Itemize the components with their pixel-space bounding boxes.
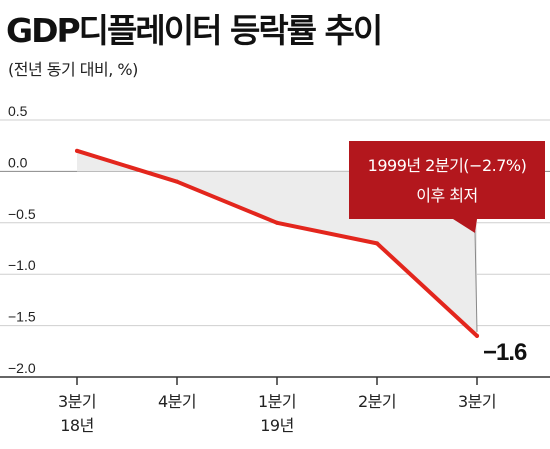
- callout-background: [349, 141, 545, 219]
- x-tick-label: 3분기: [58, 392, 96, 411]
- data-point: [375, 241, 379, 246]
- callout-tail: [453, 219, 477, 233]
- chart-title: GDP디플레이터 등락률 추이: [6, 11, 383, 50]
- callout-text-line1: 1999년 2분기(−2.7%): [368, 156, 527, 175]
- callout-pointer: [474, 230, 478, 332]
- y-tick-label: 0.5: [8, 103, 28, 119]
- x-axis-ticks: 3분기 18년 4분기 1분기 19년 2분기 3분기: [58, 377, 497, 435]
- y-tick-label: −0.5: [8, 206, 36, 222]
- y-tick-label: −1.0: [8, 257, 36, 273]
- data-label-last: −1.6: [483, 339, 527, 366]
- x-tick-label: 1분기: [258, 392, 296, 411]
- chart-unit-label: (전년 동기 대비, %): [8, 60, 138, 79]
- x-tick-label: 3분기: [458, 392, 496, 411]
- x-tick-year-label: 19년: [260, 416, 294, 435]
- callout-text-line2: 이후 최저: [416, 186, 477, 205]
- data-point: [175, 179, 179, 184]
- data-point: [275, 220, 279, 225]
- x-tick-year-label: 18년: [60, 416, 94, 435]
- x-tick-label: 2분기: [358, 392, 396, 411]
- y-tick-label: −2.0: [8, 360, 36, 376]
- data-point: [475, 333, 479, 338]
- callout-box: 1999년 2분기(−2.7%) 이후 최저: [349, 141, 545, 233]
- y-tick-label: −1.5: [8, 309, 36, 325]
- data-point: [75, 148, 79, 153]
- data-points: [75, 148, 479, 338]
- x-tick-label: 4분기: [158, 392, 196, 411]
- y-tick-label: 0.0: [8, 154, 28, 170]
- y-axis-ticks: 0.5 0.0 −0.5 −1.0 −1.5 −2.0: [8, 103, 36, 376]
